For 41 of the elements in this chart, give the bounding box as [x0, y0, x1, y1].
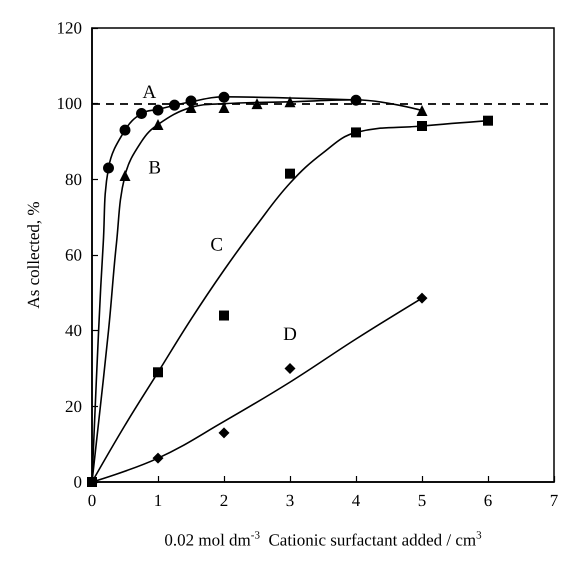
- x-tick-label: 5: [418, 491, 426, 510]
- point: [416, 104, 428, 116]
- point: [417, 120, 427, 131]
- annotation: C: [210, 234, 224, 256]
- point: [218, 427, 230, 438]
- y-tick-label: 40: [65, 321, 82, 340]
- y-tick-label: 60: [65, 246, 82, 264]
- point: [252, 98, 262, 110]
- point: [483, 116, 493, 126]
- point: [284, 363, 296, 374]
- point: [120, 170, 130, 182]
- annotation: D: [283, 324, 297, 345]
- x-tick-label: 6: [484, 491, 492, 510]
- point: [351, 127, 361, 138]
- point: [219, 310, 229, 321]
- point: [152, 104, 164, 116]
- x-tick-label: 4: [352, 491, 361, 510]
- point: [103, 162, 114, 174]
- point: [120, 124, 130, 136]
- x-tick-label: 1: [154, 491, 162, 510]
- y-axis-title: As collected, %: [24, 201, 43, 309]
- point: [152, 452, 164, 464]
- point: [218, 102, 230, 113]
- point: [152, 118, 164, 130]
- point: [136, 108, 147, 119]
- point: [218, 92, 230, 103]
- point: [416, 292, 428, 304]
- x-tick-label: 7: [550, 491, 559, 510]
- point: [153, 367, 163, 378]
- x-tick-label: 0: [88, 491, 96, 510]
- x-tick-label: 3: [286, 491, 294, 510]
- annotation: A: [142, 82, 157, 103]
- y-tick-label: 100: [56, 94, 82, 114]
- x-tick-label: 2: [220, 491, 228, 510]
- y-tick-label: 120: [56, 18, 82, 38]
- point: [350, 94, 362, 106]
- point: [285, 168, 295, 179]
- y-tick-label: 80: [65, 170, 82, 189]
- y-tick-label: 0: [74, 472, 82, 492]
- annotation: B: [148, 157, 162, 178]
- y-tick-label: 20: [65, 396, 82, 416]
